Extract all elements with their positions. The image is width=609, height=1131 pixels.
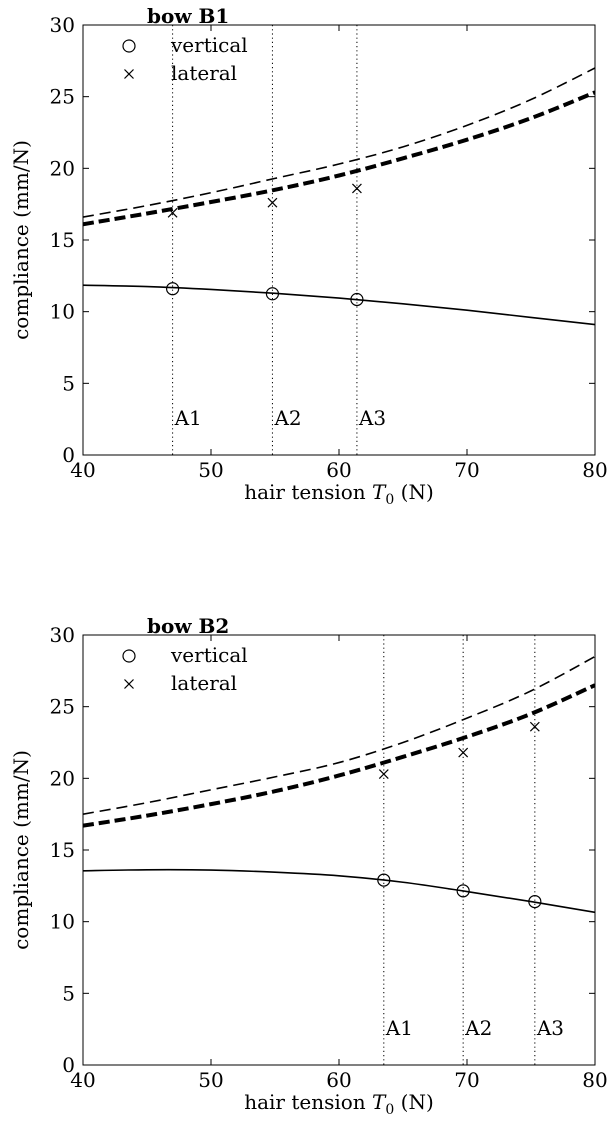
annotation-label: A1 [385, 1016, 413, 1040]
legend-label-lateral: lateral [171, 671, 237, 695]
legend-title: bow B2 [147, 614, 229, 638]
lateral-marker [378, 769, 389, 779]
annotation-label: A2 [464, 1016, 492, 1040]
y-tick-label: 15 [50, 838, 75, 862]
y-tick-label: 5 [62, 371, 75, 395]
vertical-marker [166, 282, 180, 296]
x-tick-label: 50 [198, 458, 223, 482]
x-tick-label: 60 [326, 458, 351, 482]
vertical-marker [350, 292, 364, 307]
lateral-marker [167, 207, 178, 218]
y-tick-label: 20 [50, 156, 75, 180]
legend-circle-icon [122, 649, 136, 663]
y-tick-label: 0 [62, 1053, 75, 1077]
series-line-solid [83, 868, 595, 914]
y-axis-label: compliance (mm/N) [9, 140, 33, 340]
series-line-thick-dashed [83, 683, 595, 828]
plot-frame [82, 24, 596, 456]
x-tick-label: 70 [454, 458, 479, 482]
lateral-marker [267, 197, 278, 208]
series-line-thin-dashed [83, 655, 595, 815]
vertical-marker [528, 894, 542, 909]
annotation-label: A3 [358, 406, 386, 430]
y-tick-label: 20 [50, 766, 75, 790]
x-tick-label: 50 [198, 1068, 223, 1092]
chart-bow-b2: 40 50 60 70 80 0 5 10 15 20 25 30 A1 A2 A3 bow B2 vertic… [9, 614, 608, 1118]
plot-frame [82, 634, 596, 1066]
y-axis-label: compliance (mm/N) [9, 750, 33, 950]
lateral-marker [458, 747, 469, 758]
legend-cross-icon [124, 679, 134, 689]
legend-cross-icon [124, 69, 134, 79]
y-tick-label: 5 [62, 981, 75, 1005]
lateral-marker [351, 183, 362, 194]
legend-label-vertical: vertical [170, 643, 248, 667]
y-tick-label: 30 [50, 13, 75, 37]
annotation-label: A1 [174, 406, 202, 430]
chart-bow-b1: 40 50 60 70 80 0 5 10 15 20 25 30 A1 A2 A3 bow B1 vertic… [9, 4, 608, 508]
x-tick-label: 70 [454, 1068, 479, 1092]
annotation-label: A2 [273, 406, 301, 430]
lateral-marker [529, 721, 540, 732]
x-tick-label: 80 [582, 458, 607, 482]
series-line-thick-dashed [83, 90, 595, 227]
annotation-label: A3 [536, 1016, 564, 1040]
x-tick-label: 60 [326, 1068, 351, 1092]
x-axis-label: hair tension T0 (N) [244, 1090, 434, 1118]
vertical-marker [456, 884, 470, 898]
x-tick-label: 40 [70, 458, 95, 482]
vertical-marker [265, 287, 280, 301]
y-tick-label: 30 [50, 623, 75, 647]
y-tick-label: 15 [50, 228, 75, 252]
y-tick-label: 25 [50, 85, 75, 109]
y-tick-label: 0 [62, 443, 75, 467]
y-tick-label: 10 [50, 300, 75, 324]
x-tick-label: 40 [70, 1068, 95, 1092]
legend-title: bow B1 [147, 4, 229, 28]
legend-label-vertical: vertical [170, 33, 248, 57]
vertical-marker [377, 873, 391, 887]
legend-circle-icon [122, 39, 136, 53]
y-tick-label: 10 [50, 910, 75, 934]
legend-label-lateral: lateral [171, 61, 237, 85]
series-line-thin-dashed [83, 67, 595, 218]
x-axis-label: hair tension T0 (N) [244, 480, 434, 508]
series-line-solid [83, 284, 595, 326]
x-tick-label: 80 [582, 1068, 607, 1092]
y-tick-label: 25 [50, 695, 75, 719]
